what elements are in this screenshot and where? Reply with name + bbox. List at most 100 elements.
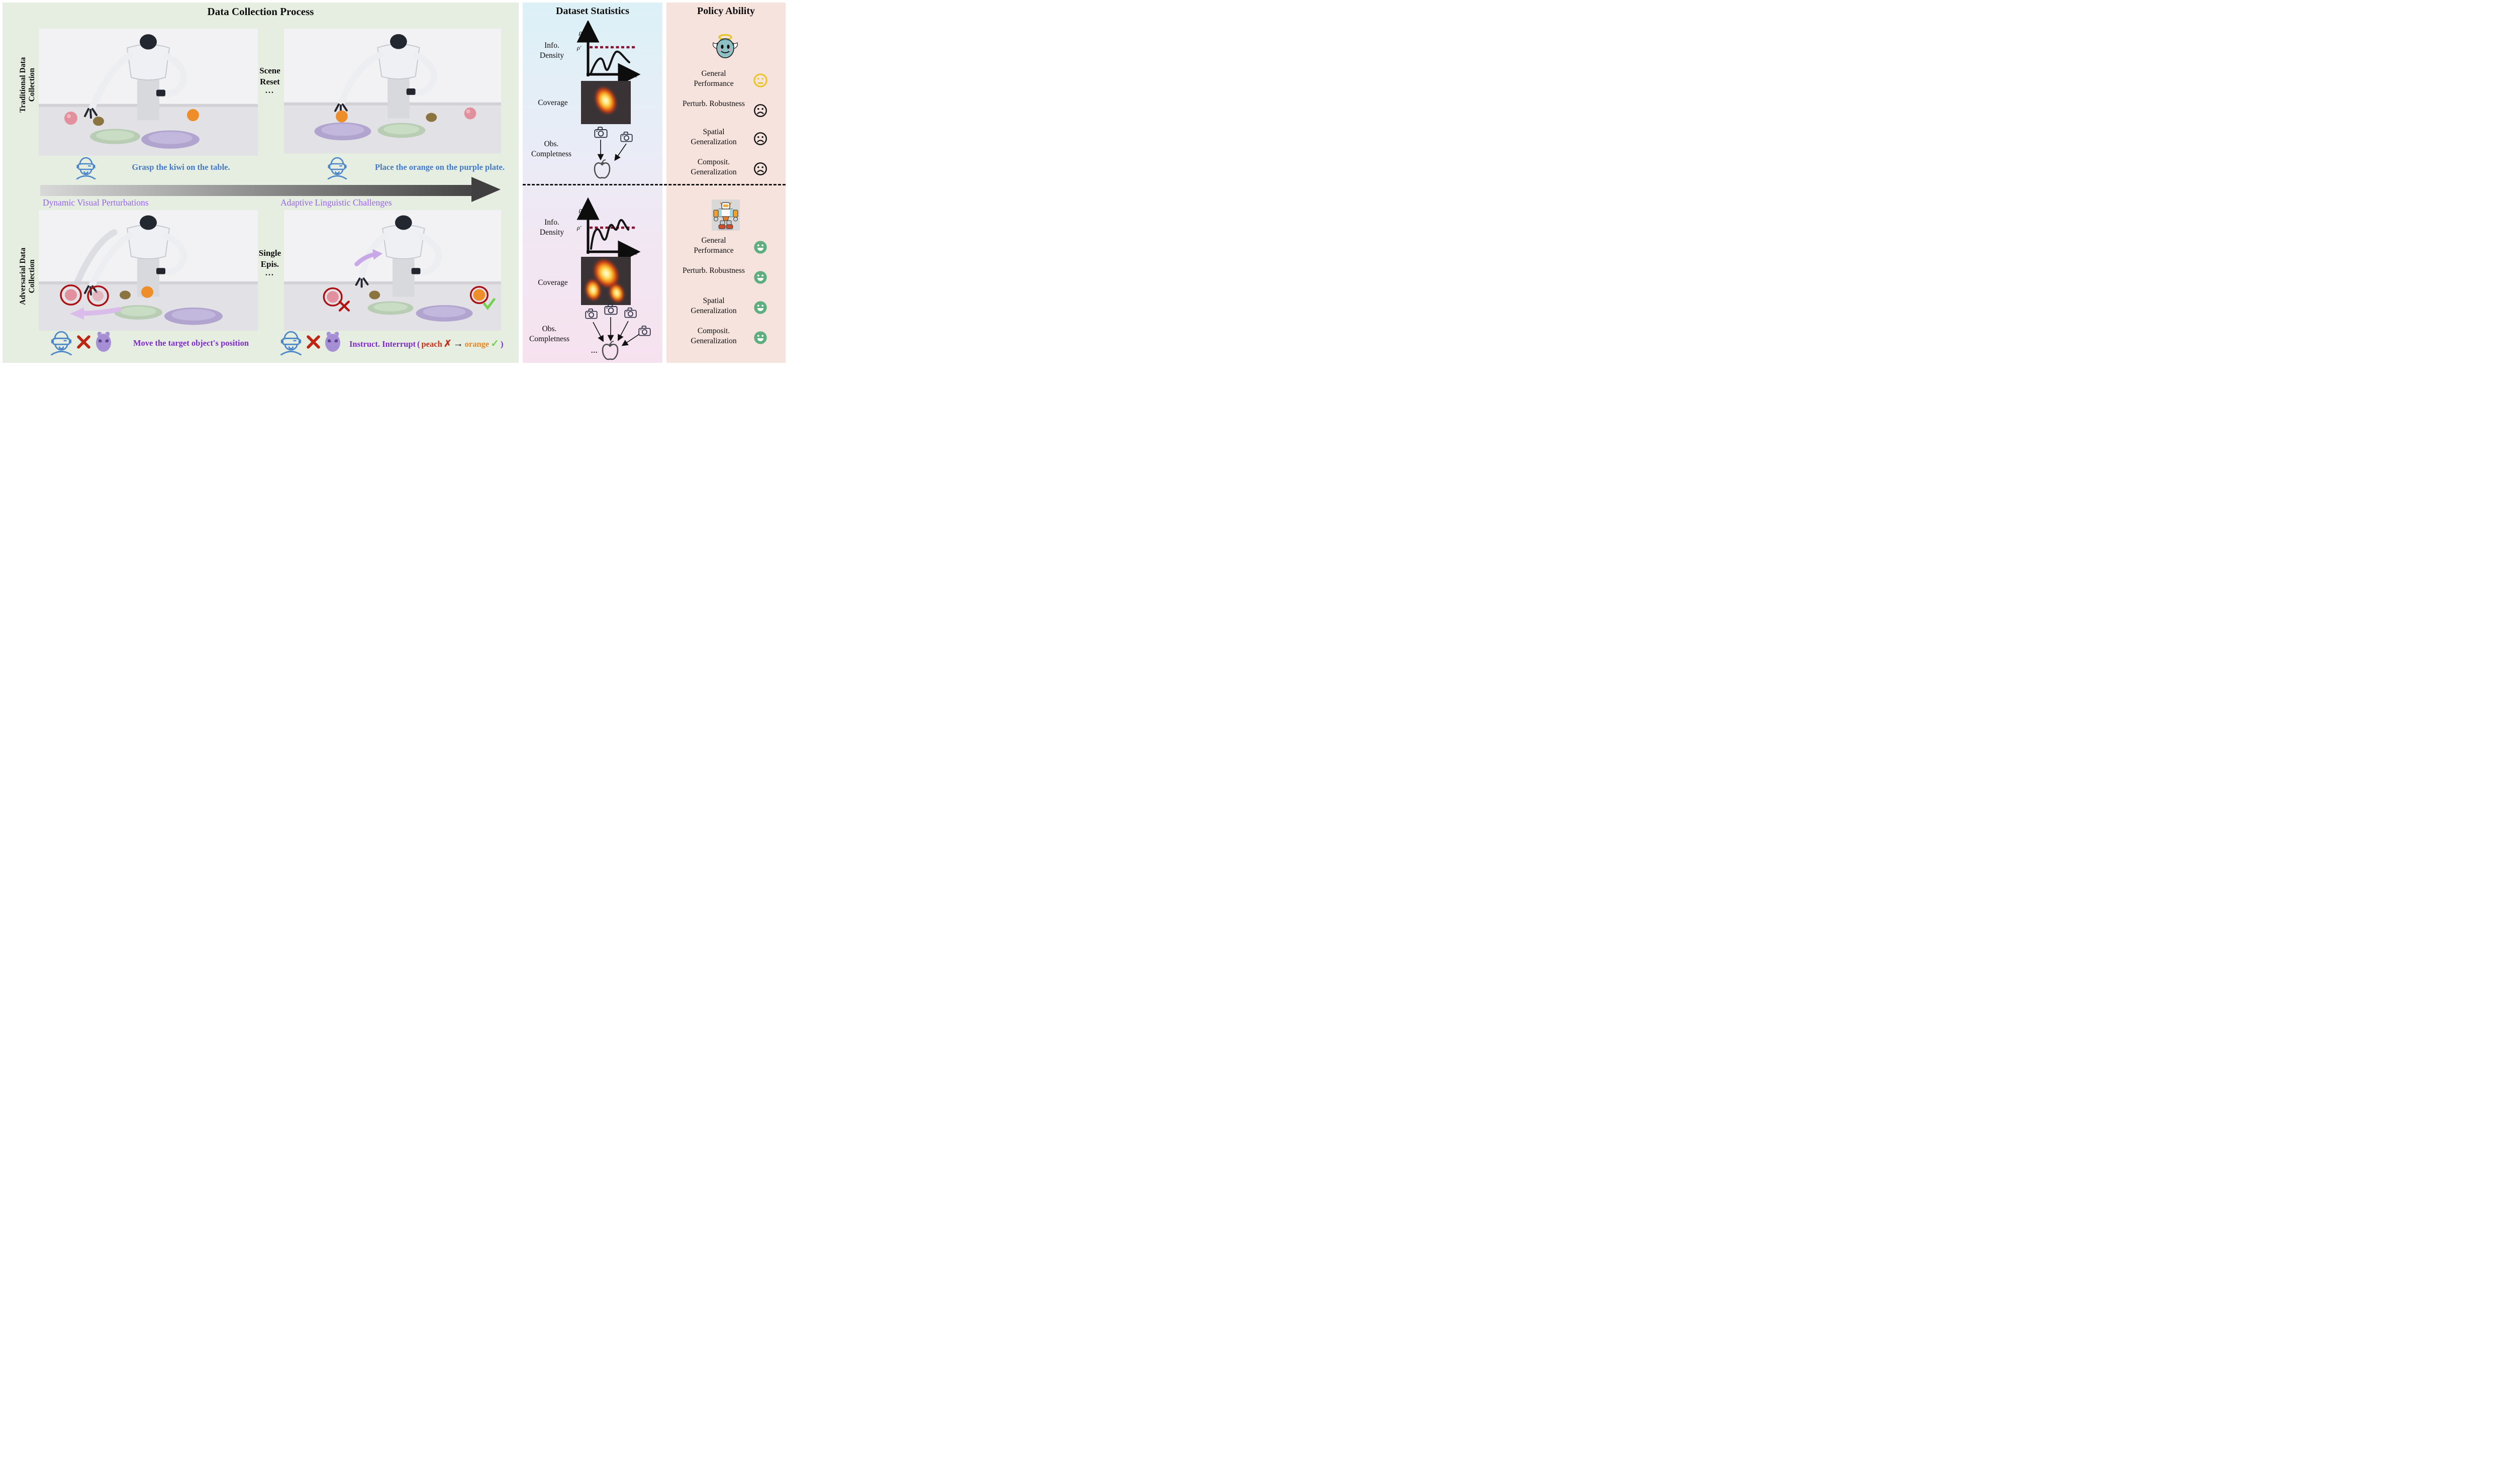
- obs-label-line2: Completness: [529, 335, 570, 344]
- more-cameras-ellipsis: ...: [591, 347, 598, 355]
- x-axis-label: t: [635, 249, 637, 256]
- camera-icon: [638, 326, 651, 336]
- correct-check-mark: ✓: [491, 338, 500, 349]
- camera-icon: [624, 308, 637, 318]
- coverage-heatmap-adversarial: [581, 257, 631, 305]
- paren-close: ): [501, 339, 504, 349]
- info-density-label: Info. Density: [532, 218, 572, 238]
- threshold-label: ρ′: [576, 44, 582, 51]
- apple-outline-icon: [602, 341, 619, 360]
- heading-visual-perturbations: Dynamic Visual Perturbations: [43, 197, 149, 208]
- devil-emoji-icon: [96, 332, 111, 352]
- photo-traditional-place: [284, 29, 501, 153]
- x-axis-label: t: [635, 71, 637, 79]
- stats-title: Dataset Statistics: [555, 6, 630, 17]
- photo-traditional-grasp: [39, 29, 258, 156]
- devil-emoji-icon: [325, 332, 340, 352]
- section-divider-dashed: [523, 184, 786, 185]
- process-flow-arrow: [40, 177, 501, 202]
- caption-move-object: Move the target object's position: [133, 338, 249, 348]
- info-density-label: Info. Density: [532, 41, 572, 61]
- obs-completeness-graphic-adversarial: ...: [571, 303, 657, 362]
- scene-reset-dots: ...: [265, 86, 274, 95]
- camera-view-arrows: [597, 140, 627, 161]
- correct-object: orange: [464, 339, 490, 349]
- info-label-line1: Info.: [544, 218, 559, 227]
- sad-face-icon: [754, 162, 767, 175]
- no-teleop-x-icon: [77, 335, 90, 349]
- caption-grasp: Grasp the kiwi on the table.: [132, 162, 230, 172]
- caption-instruct-interrupt: Instruct. Interrupt ( peach ✗ → orange ✓…: [349, 337, 504, 350]
- policy-ability-panel: Policy Ability General Performance Pertu…: [666, 3, 786, 363]
- caption-place: Place the orange on the purple plate.: [374, 162, 505, 172]
- vr-operator-icon: [76, 157, 96, 179]
- obs-completeness-label: Obs. Completness: [525, 324, 574, 344]
- info-label-line2: Density: [539, 51, 564, 60]
- policy-row-label: Composit. Generalization: [691, 327, 737, 345]
- camera-view-arrows: [593, 317, 640, 346]
- robot-scene-grasp-kiwi: [39, 29, 258, 156]
- coverage-heatmap-traditional: [581, 81, 631, 124]
- photo-adversarial-visual: [39, 210, 258, 331]
- figure-root: Data Collection Process Traditional Data…: [0, 0, 788, 369]
- policy-row-label: Spatial Generalization: [691, 128, 737, 146]
- scene-reset-label: Scene Reset ...: [255, 65, 285, 96]
- robot-scene-place-orange: [284, 29, 501, 153]
- camera-icon: [594, 127, 608, 138]
- info-density-plot-adversarial: ρ ρ′ t: [576, 197, 641, 260]
- heading-linguistic-challenges: Adaptive Linguistic Challenges: [280, 197, 392, 208]
- coverage-blob: [590, 83, 621, 118]
- data-collection-panel: Data Collection Process Traditional Data…: [3, 3, 519, 363]
- camera-icon: [620, 132, 633, 142]
- interrupt-prefix: Instruct. Interrupt: [349, 339, 416, 349]
- apple-outline-icon: [594, 159, 611, 179]
- scene-reset-line2: Reset: [260, 77, 280, 87]
- camera-icon: [604, 304, 618, 315]
- wrong-x-mark: ✗: [443, 339, 452, 349]
- coverage-label: Coverage: [538, 98, 568, 107]
- obs-completeness-graphic-traditional: [576, 126, 642, 181]
- vr-operator-icon: [51, 331, 72, 355]
- y-axis-label: ρ: [578, 206, 582, 214]
- paren-open: (: [417, 339, 420, 349]
- no-teleop-x-icon: [307, 335, 320, 349]
- policy-row-label: Composit. Generalization: [691, 158, 737, 176]
- obs-label-line1: Obs.: [544, 140, 559, 148]
- policy-row-label: Spatial Generalization: [691, 296, 737, 315]
- dataset-statistics-panel: Dataset Statistics Info. Density ρ ρ′ t …: [523, 3, 662, 363]
- process-title: Data Collection Process: [207, 6, 314, 18]
- info-label-line2: Density: [539, 228, 564, 237]
- single-epis-line2: Epis.: [260, 259, 279, 269]
- happy-face-icon: [754, 241, 767, 254]
- info-label-line1: Info.: [544, 41, 559, 50]
- y-axis-label: ρ: [578, 29, 582, 36]
- single-epis-line1: Single: [258, 248, 281, 258]
- obs-completeness-label: Obs. Completness: [527, 139, 576, 159]
- robot-scene-visual-perturbation: [39, 210, 258, 331]
- policy-row-label: Perturb. Robustness: [683, 266, 745, 275]
- policy-title: Policy Ability: [697, 6, 755, 17]
- happy-face-icon: [754, 271, 767, 284]
- wrong-object: peach: [421, 339, 442, 349]
- single-episode-label: Single Epis. ...: [255, 248, 285, 279]
- robot-scene-linguistic-challenge: [284, 210, 501, 331]
- info-density-plot-traditional: ρ ρ′ t: [576, 21, 641, 81]
- replace-arrow: →: [453, 338, 463, 349]
- threshold-label: ρ′: [576, 224, 582, 231]
- scene-reset-line1: Scene: [259, 66, 280, 75]
- sad-face-icon: [754, 104, 767, 117]
- obs-label-line1: Obs.: [542, 325, 557, 333]
- policy-row-label: General Performance: [694, 236, 734, 255]
- happy-face-icon: [754, 301, 767, 314]
- vr-operator-icon: [327, 157, 347, 179]
- robot-avatar-image: [712, 200, 740, 231]
- policy-row-label: General Performance: [694, 69, 734, 88]
- policy-row-label: Perturb. Robustness: [683, 100, 745, 108]
- obs-label-line2: Completness: [531, 150, 572, 159]
- happy-face-icon: [754, 331, 767, 344]
- single-epis-dots: ...: [265, 269, 274, 278]
- coverage-label: Coverage: [538, 278, 568, 287]
- row-label-adversarial: Adversarial Data Collection: [19, 247, 36, 305]
- camera-icon: [585, 309, 598, 319]
- row-label-traditional: Traditional Data Collection: [19, 57, 36, 113]
